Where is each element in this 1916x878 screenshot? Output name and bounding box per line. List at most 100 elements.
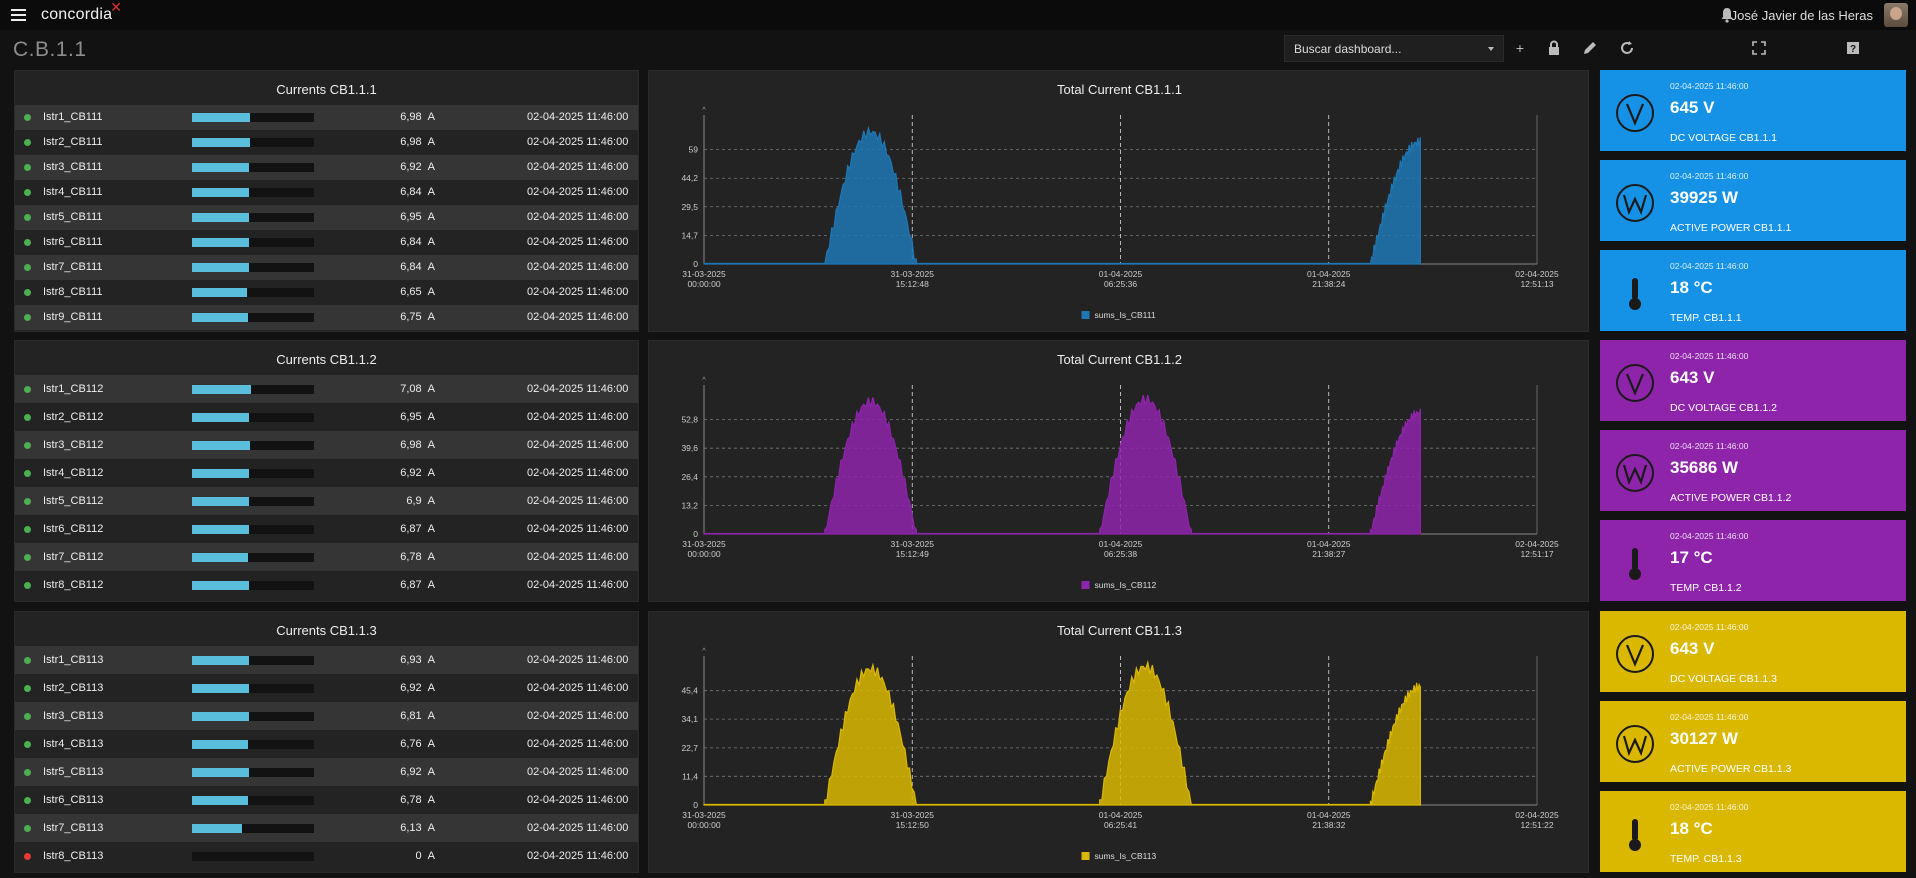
- chevron-down-icon: [1488, 47, 1494, 51]
- table-row[interactable]: Istr2_CB113 6,92 A 02-04-2025 11:46:00: [15, 674, 638, 702]
- table-row[interactable]: Istr1_CB113 6,93 A 02-04-2025 11:46:00: [15, 646, 638, 674]
- tile-label: TEMP. CB1.1.1: [1670, 312, 1742, 324]
- table-row[interactable]: Istr9_CB111 6,75 A 02-04-2025 11:46:00: [15, 305, 638, 330]
- table-row[interactable]: Istr2_CB112 6,95 A 02-04-2025 11:46:00: [15, 403, 638, 431]
- row-value-unit: A: [427, 765, 435, 778]
- help-icon[interactable]: ?: [1843, 38, 1863, 58]
- table-row[interactable]: Istr5_CB111 6,95 A 02-04-2025 11:46:00: [15, 205, 638, 230]
- row-value-unit: A: [427, 261, 435, 273]
- current-level-fill: [192, 384, 251, 394]
- table-row[interactable]: Istr4_CB113 6,76 A 02-04-2025 11:46:00: [15, 730, 638, 758]
- table-row[interactable]: Istr8_CB111 6,65 A 02-04-2025 11:46:00: [15, 280, 638, 305]
- legend-label[interactable]: sums_Is_CB111: [1095, 310, 1156, 320]
- table-row[interactable]: Istr4_CB111 6,84 A 02-04-2025 11:46:00: [15, 180, 638, 205]
- chart-svg[interactable]: Total Current CB1.1.2 ^ 0 13,2 26,4 39,6 52,8 3…: [649, 341, 1590, 603]
- row-value-unit: A: [427, 186, 435, 198]
- table-row[interactable]: Istr1_CB111 6,98 A 02-04-2025 11:46:00: [15, 105, 638, 130]
- row-value-number: 6,81: [400, 709, 422, 722]
- row-date: 02-04-2025 11:46:00: [527, 382, 629, 395]
- row-value-number: 6,93: [400, 653, 422, 666]
- metric-tile[interactable]: 02-04-2025 11:46:00 30127 W ACTIVE POWER C…: [1600, 701, 1906, 782]
- refresh-icon[interactable]: [1617, 38, 1637, 58]
- legend-swatch: [1081, 581, 1090, 589]
- current-level-bar: [192, 288, 314, 297]
- lock-icon[interactable]: [1544, 38, 1564, 58]
- row-name: Istr1_CB111: [43, 111, 103, 123]
- table-row[interactable]: Istr5_CB112 6,9 A 02-04-2025 11:46:00: [15, 487, 638, 515]
- table-row[interactable]: Istr6_CB111 6,84 A 02-04-2025 11:46:00: [15, 230, 638, 255]
- edit-icon[interactable]: [1580, 38, 1600, 58]
- current-level-bar: [192, 468, 314, 478]
- row-name: Istr9_CB111: [43, 311, 103, 323]
- row-date: 02-04-2025 11:46:00: [527, 211, 629, 223]
- legend-label[interactable]: sums_Is_CB113: [1095, 851, 1157, 861]
- metric-tile[interactable]: 02-04-2025 11:46:00 35686 W ACTIVE POWER C…: [1600, 430, 1906, 511]
- row-value: 6,93 A: [375, 654, 435, 666]
- row-date: 02-04-2025 11:46:00: [527, 186, 629, 198]
- row-date: 02-04-2025 11:46:00: [527, 410, 629, 423]
- add-button[interactable]: +: [1515, 40, 1525, 56]
- metric-tile[interactable]: 02-04-2025 11:46:00 643 V DC VOLTAGE CB1.1…: [1600, 340, 1906, 421]
- current-level-bar: [192, 188, 314, 197]
- row-value-number: 6,9: [406, 494, 422, 507]
- current-level-fill: [192, 552, 249, 562]
- user-name[interactable]: José Javier de las Heras: [1730, 8, 1873, 23]
- table-row[interactable]: Istr6_CB113 6,78 A 02-04-2025 11:46:00: [15, 786, 638, 814]
- legend-label[interactable]: sums_Is_CB112: [1095, 580, 1157, 590]
- voltage-icon: [1616, 364, 1654, 402]
- brand-logo[interactable]: concordia ✕: [41, 0, 123, 23]
- x-tick-date: 01-04-2025: [1307, 810, 1351, 820]
- x-tick-date: 31-03-2025: [682, 539, 726, 549]
- metric-tile[interactable]: 02-04-2025 11:46:00 18 °C TEMP. CB1.1.3: [1600, 791, 1906, 872]
- table-row[interactable]: Istr2_CB111 6,98 A 02-04-2025 11:46:00: [15, 130, 638, 155]
- table-row[interactable]: Istr8_CB113 0 A 02-04-2025 11:46:00: [15, 842, 638, 870]
- chart-svg[interactable]: Total Current CB1.1.1 ^ 0 14,7 29,5 44,2 59 31-…: [649, 71, 1590, 333]
- row-name: Istr1_CB112: [43, 382, 104, 395]
- table-row[interactable]: Istr7_CB111 6,84 A 02-04-2025 11:46:00: [15, 255, 638, 280]
- avatar[interactable]: [1884, 3, 1908, 27]
- metric-tile[interactable]: 02-04-2025 11:46:00 39925 W ACTIVE POWER C…: [1600, 160, 1906, 241]
- thermometer-icon: [1629, 278, 1641, 310]
- current-level-fill: [192, 138, 250, 147]
- table-row[interactable]: Istr7_CB112 6,78 A 02-04-2025 11:46:00: [15, 543, 638, 571]
- table-row[interactable]: Istr5_CB113 6,92 A 02-04-2025 11:46:00: [15, 758, 638, 786]
- status-dot-icon: [24, 824, 31, 832]
- row-value-unit: A: [427, 410, 435, 423]
- table-row[interactable]: Istr3_CB113 6,81 A 02-04-2025 11:46:00: [15, 702, 638, 730]
- chart-svg[interactable]: Total Current CB1.1.3 ^ 0 11,4 22,7 34,1 45,4 3…: [649, 612, 1590, 874]
- table-row[interactable]: Istr6_CB112 6,87 A 02-04-2025 11:46:00: [15, 515, 638, 543]
- current-level-bar: [192, 580, 314, 590]
- fullscreen-icon[interactable]: [1749, 38, 1769, 58]
- table-row[interactable]: Istr8_CB112 6,87 A 02-04-2025 11:46:00: [15, 571, 638, 599]
- row-value: 6,92 A: [375, 161, 435, 173]
- table-row[interactable]: Istr4_CB112 6,92 A 02-04-2025 11:46:00: [15, 459, 638, 487]
- metric-tile[interactable]: 02-04-2025 11:46:00 17 °C TEMP. CB1.1.2: [1600, 520, 1906, 601]
- search-placeholder: Buscar dashboard...: [1294, 42, 1402, 56]
- metric-tile[interactable]: 02-04-2025 11:46:00 645 V DC VOLTAGE CB1.1…: [1600, 70, 1906, 151]
- y-tick-label: 44,2: [681, 173, 698, 183]
- dashboard-search-select[interactable]: Buscar dashboard...: [1284, 35, 1504, 62]
- table-row[interactable]: Istr3_CB111 6,92 A 02-04-2025 11:46:00: [15, 155, 638, 180]
- bell-icon[interactable]: [1720, 7, 1734, 23]
- current-level-bar: [192, 739, 314, 749]
- hamburger-menu-icon[interactable]: [11, 6, 26, 24]
- current-level-fill: [192, 313, 249, 322]
- row-value: 6,98 A: [375, 111, 435, 123]
- y-axis-arrow-icon: ^: [702, 648, 706, 655]
- panel-title: Currents CB1.1.1: [276, 82, 377, 97]
- x-tick-time: 12:51:13: [1520, 279, 1553, 289]
- series-area[interactable]: [703, 659, 1421, 806]
- row-value-number: 6,75: [400, 311, 422, 323]
- currents-table-panel: Currents CB1.1.3 Istr1_CB113 6,93 A 02-04-20…: [14, 611, 639, 873]
- metric-tile[interactable]: 02-04-2025 11:46:00 18 °C TEMP. CB1.1.1: [1600, 250, 1906, 331]
- row-name: Istr5_CB112: [43, 494, 104, 507]
- metric-tile[interactable]: 02-04-2025 11:46:00 643 V DC VOLTAGE CB1.1…: [1600, 611, 1906, 692]
- current-level-fill: [192, 795, 249, 805]
- table-row[interactable]: Istr7_CB113 6,13 A 02-04-2025 11:46:00: [15, 814, 638, 842]
- series-area[interactable]: [703, 395, 1421, 535]
- table-row[interactable]: Istr3_CB112 6,98 A 02-04-2025 11:46:00: [15, 431, 638, 459]
- status-dot-icon: [24, 581, 31, 589]
- table-row[interactable]: Istr1_CB112 7,08 A 02-04-2025 11:46:00: [15, 375, 638, 403]
- tile-date: 02-04-2025 11:46:00: [1670, 531, 1749, 541]
- series-area[interactable]: [703, 125, 1421, 265]
